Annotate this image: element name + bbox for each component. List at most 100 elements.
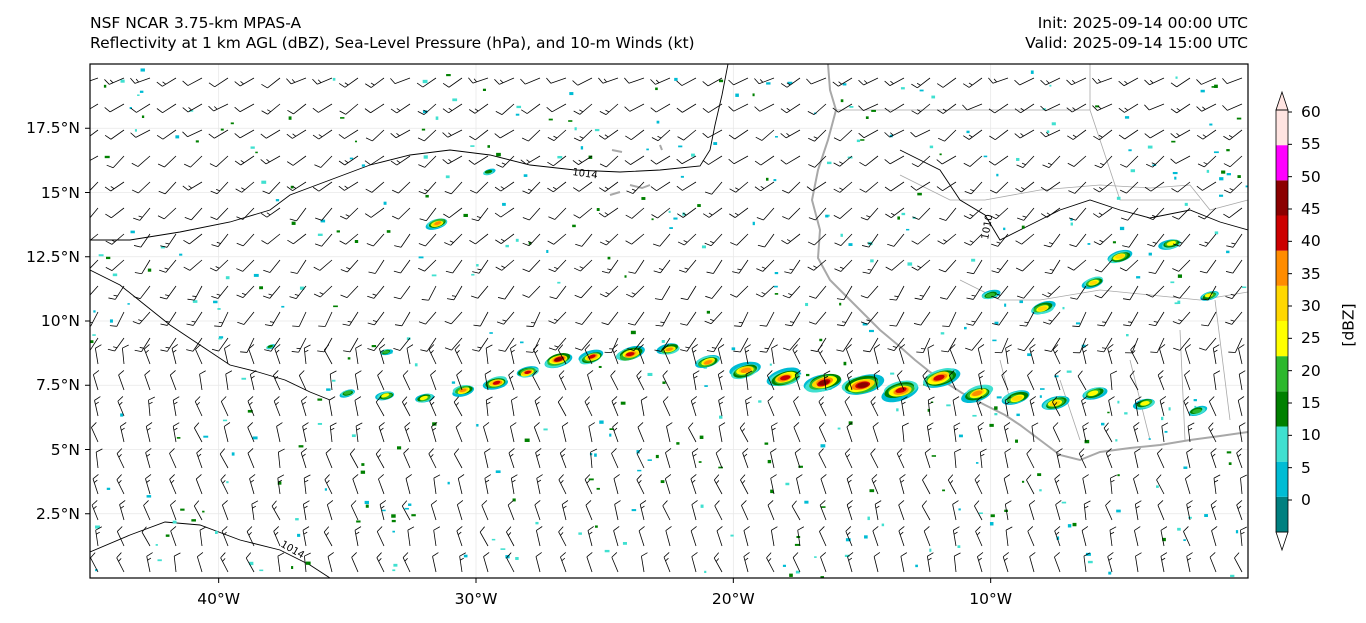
wind-barb	[889, 285, 905, 301]
echo-speck	[447, 481, 450, 485]
echo-speck	[919, 89, 924, 92]
echo-speck	[787, 81, 793, 85]
wind-barb	[1068, 181, 1087, 194]
echo-speck	[820, 444, 826, 448]
wind-barb	[390, 77, 411, 85]
wind-barb	[1186, 552, 1193, 573]
wind-barb	[157, 155, 177, 168]
wind-barb	[611, 396, 619, 417]
echo-speck	[1171, 140, 1176, 143]
wind-barb	[446, 285, 463, 301]
wind-barb	[1026, 448, 1035, 469]
colorbar-title: [dBZ]	[1339, 303, 1358, 347]
colorbar-label: 30	[1301, 297, 1321, 315]
wind-barb	[833, 129, 853, 142]
wind-barb	[406, 344, 414, 365]
echo-speck	[819, 338, 823, 342]
wind-barb	[220, 552, 229, 573]
wind-barb	[832, 103, 853, 113]
echo-speck	[825, 214, 829, 218]
wind-barb	[792, 552, 801, 573]
wind-barb	[754, 103, 775, 112]
echo-speck	[1177, 527, 1181, 531]
echo-speck	[165, 534, 170, 537]
echo-speck	[864, 535, 868, 539]
wind-barb	[355, 422, 363, 443]
wind-barb	[1172, 311, 1191, 325]
wind-barb	[404, 422, 411, 443]
wind-barb	[1156, 474, 1165, 495]
echo-speck	[674, 77, 678, 81]
echo-speck	[651, 218, 654, 221]
echo-speck	[361, 164, 366, 167]
wind-barb	[625, 129, 645, 141]
wind-barb	[525, 337, 541, 353]
wind-barb	[587, 526, 594, 547]
colorbar-segment	[1276, 356, 1288, 392]
wind-barb	[418, 233, 437, 247]
echo-speck	[609, 433, 612, 437]
wind-barb	[90, 181, 99, 191]
wind-barb	[651, 207, 671, 219]
wind-barb	[557, 396, 567, 417]
echo-speck	[844, 554, 850, 557]
wind-barb	[522, 233, 541, 247]
wind-barb	[754, 155, 775, 166]
echo-speck	[805, 302, 809, 307]
echo-cell	[588, 354, 596, 359]
wind-barb	[339, 207, 359, 220]
echo-speck	[1245, 185, 1248, 188]
echo-speck	[849, 106, 854, 108]
wind-barb	[638, 526, 645, 547]
echo-speck	[347, 357, 351, 360]
wind-barb	[548, 207, 567, 220]
wind-barb	[393, 285, 411, 300]
echo-cell	[1166, 240, 1176, 246]
wind-barb	[938, 259, 957, 273]
wind-barb	[260, 129, 281, 139]
wind-barb	[195, 344, 203, 365]
wind-barb	[508, 370, 515, 391]
echo-speck	[568, 120, 573, 122]
wind-barb	[1186, 500, 1193, 521]
wind-barb	[743, 526, 750, 547]
wind-barb	[599, 155, 619, 168]
echo-cell	[740, 367, 752, 373]
echo-speck	[446, 74, 451, 77]
echo-speck	[820, 506, 826, 508]
wind-barb	[186, 311, 203, 326]
echo-speck	[782, 564, 786, 567]
wind-barb	[106, 155, 125, 169]
wind-barb	[574, 337, 593, 351]
echo-speck	[512, 498, 516, 502]
wind-barb	[481, 500, 489, 521]
echo-speck	[1221, 170, 1226, 174]
wind-barb	[421, 285, 437, 301]
wind-barb	[495, 233, 515, 244]
wind-barb	[430, 500, 437, 521]
wind-barb	[1157, 500, 1165, 521]
wind-barb	[454, 344, 463, 365]
wind-barb	[627, 337, 645, 351]
wind-barb	[1052, 344, 1061, 365]
echo-speck	[647, 459, 652, 461]
echo-speck	[1087, 560, 1093, 564]
echo-speck	[360, 470, 366, 474]
wind-barb	[298, 370, 307, 391]
echo-speck	[691, 153, 695, 157]
wind-barb	[845, 344, 853, 365]
echo-speck	[598, 365, 602, 368]
wind-barb	[1118, 103, 1139, 113]
echo-speck	[1021, 480, 1025, 483]
wind-barb	[274, 344, 281, 365]
wind-barb	[994, 337, 1009, 354]
wind-barb	[236, 233, 255, 247]
wind-barb	[1040, 207, 1061, 218]
wind-barb	[796, 474, 803, 495]
wind-barb	[755, 129, 775, 141]
wind-barb	[485, 396, 493, 417]
wind-barb	[807, 103, 827, 115]
wind-barb	[1040, 77, 1061, 86]
wind-barb	[1052, 396, 1061, 417]
echo-speck	[766, 82, 771, 85]
